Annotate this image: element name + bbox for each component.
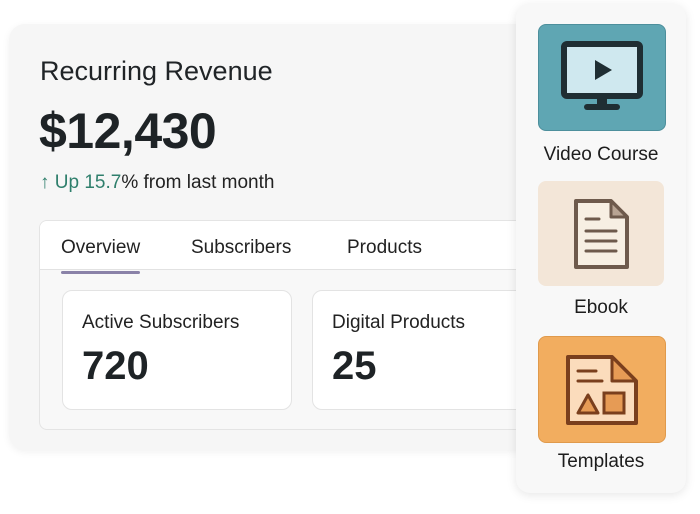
stat-value: 25	[332, 344, 377, 388]
video-course-tile[interactable]	[538, 24, 666, 131]
templates-label: Templates	[557, 451, 645, 472]
stat-label: Active Subscribers	[82, 312, 240, 333]
revenue-change: ↑ Up 15.7% from last month	[40, 172, 274, 194]
revenue-amount: $12,430	[39, 103, 217, 159]
change-value: Up 15.7	[54, 172, 122, 193]
tab-subscribers[interactable]: Subscribers	[191, 237, 292, 258]
stat-value: 720	[82, 344, 149, 388]
revenue-card: Recurring Revenue $12,430 ↑ Up 15.7% fro…	[9, 24, 561, 450]
stat-card-active-subscribers: Active Subscribers 720	[62, 290, 292, 410]
video-course-label: Video Course	[543, 144, 659, 165]
tab-products[interactable]: Products	[347, 237, 422, 258]
page-title: Recurring Revenue	[40, 56, 273, 86]
templates-tile[interactable]	[538, 336, 666, 443]
tab-bar: Overview Subscribers Products	[40, 221, 560, 274]
template-icon	[566, 354, 638, 425]
overview-panel: Overview Subscribers Products Active Sub…	[39, 220, 561, 430]
arrow-up-icon: ↑	[40, 172, 50, 193]
document-icon	[574, 198, 629, 269]
monitor-play-icon	[561, 40, 643, 110]
tab-overview[interactable]: Overview	[61, 237, 141, 274]
ebook-label: Ebook	[574, 297, 628, 318]
stat-label: Digital Products	[332, 312, 466, 333]
product-types-panel: Video Course Ebook Templates	[516, 4, 686, 493]
ebook-tile[interactable]	[538, 181, 664, 286]
stat-card-digital-products: Digital Products 25	[312, 290, 542, 410]
change-suffix: % from last month	[121, 172, 275, 193]
